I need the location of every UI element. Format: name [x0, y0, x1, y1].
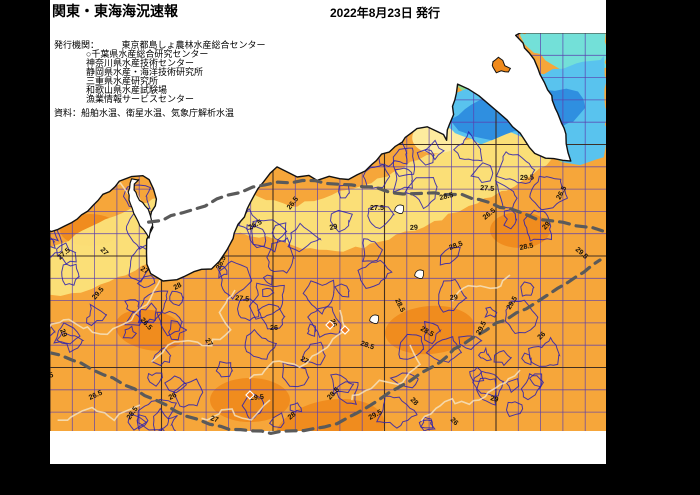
svg-text:29: 29	[449, 292, 458, 302]
svg-text:29: 29	[410, 223, 418, 232]
svg-text:29.5: 29.5	[520, 173, 534, 182]
svg-text:27.5: 27.5	[370, 203, 384, 212]
svg-text:26: 26	[270, 323, 278, 332]
svg-text:27.5: 27.5	[480, 183, 495, 193]
svg-text:28.5: 28.5	[178, 246, 193, 263]
svg-text:29: 29	[76, 190, 88, 202]
svg-text:27.5: 27.5	[235, 293, 250, 303]
